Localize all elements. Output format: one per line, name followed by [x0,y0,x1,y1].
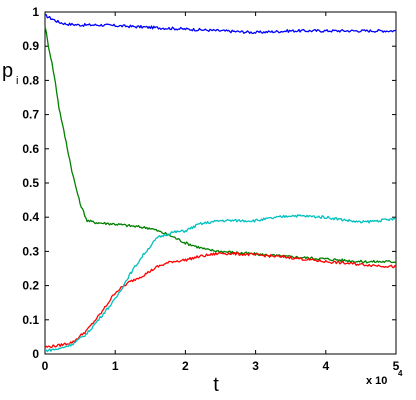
plot-frame [44,11,397,355]
y-tick-label: 0.9 [22,39,39,53]
x-tick-label: 3 [252,359,259,373]
x-tick-label: 5 [393,359,400,373]
y-tick-label: 0.8 [22,73,39,87]
tick-labels: 0 1 2 3 4 5 0 0.1 0.2 0.3 0.4 0.5 0.6 0.7 0.8 0.9 1 [22,5,399,373]
series-line-1 [44,26,397,264]
y-tick-label: 0.7 [22,108,39,122]
y-axis-title: p [2,60,13,82]
y-tick-label: 0.4 [22,210,39,224]
x-axis-title: t [213,374,219,396]
y-tick-label: 0 [32,347,39,361]
x-tick-label: 1 [112,359,119,373]
y-tick-label: 0.1 [22,313,39,327]
series-lines [44,13,397,353]
y-tick-label: 0.6 [22,142,39,156]
series-line-0 [44,13,397,35]
x-multiplier-label: x 10 [366,375,387,387]
axes-group [44,11,397,355]
y-axis-title-subscript: i [16,75,18,87]
series-line-3 [44,214,397,353]
series-line-2 [44,251,397,349]
x-multiplier-exponent: 4 [398,369,403,378]
y-tick-label: 0.2 [22,279,39,293]
y-tick-label: 1 [32,5,39,19]
x-tick-label: 4 [322,359,329,373]
x-tick-label: 0 [42,359,49,373]
y-axis-title-main: p [2,60,13,82]
x-tick-label: 2 [182,359,189,373]
y-tick-label: 0.3 [22,244,39,258]
y-tick-label: 0.5 [22,176,39,190]
